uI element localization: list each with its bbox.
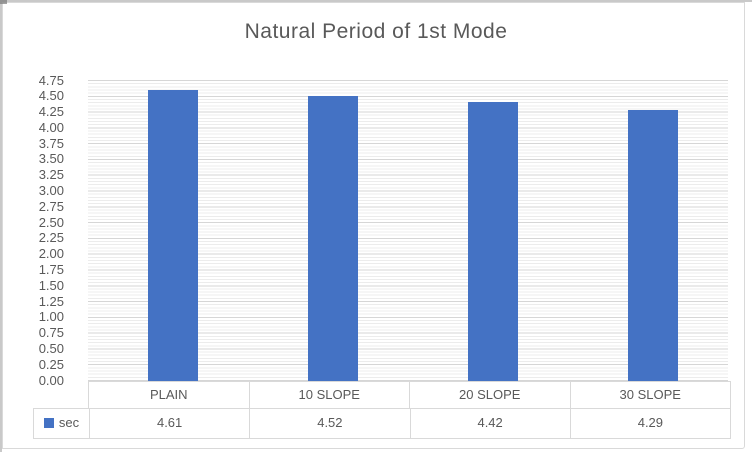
chart-title: Natural Period of 1st Mode [244,20,508,43]
y-axis-tick-labels: 4.75 4.50 4.25 4.00 3.75 3.50 3.25 3.00 2.75 2.50… [0,73,64,388]
y-axis-tick-label: 0.50 [38,340,64,356]
y-axis-tick-label: 4.75 [38,72,64,88]
category-label: 20 SLOPE [409,382,570,409]
value-cell: 4.29 [569,409,730,438]
bar-20-slope [468,102,518,381]
y-axis-tick-label: 1.50 [38,277,64,293]
y-axis-tick-label: 1.75 [38,261,64,277]
y-axis-tick-label: 2.75 [38,198,64,214]
category-label: 10 SLOPE [248,382,410,409]
category-label: 30 SLOPE [569,382,731,409]
y-axis-tick-label: 1.25 [38,293,64,309]
series-legend-marker-icon [43,418,54,428]
window-edge-left [0,0,2,452]
y-axis-tick-label: 4.00 [38,119,64,135]
y-axis-tick-label: 4.50 [38,88,64,104]
y-axis-tick-label: 4.25 [38,104,64,120]
series-legend-label: sec [58,415,80,430]
value-cell: 4.52 [249,409,409,438]
window-edge-corner [0,0,7,4]
legend-cell: sec [34,409,90,438]
bar-10-slope [308,96,358,381]
bar-30-slope [628,110,678,381]
y-axis-tick-label: 3.25 [38,167,64,183]
data-table-value-row: sec 4.61 4.52 4.42 4.29 [33,408,731,439]
value-cell: 4.61 [156,415,183,430]
y-axis-tick-label: 3.00 [38,183,64,199]
y-axis-tick-label: 0.25 [38,356,64,372]
y-axis-tick-label: 1.00 [38,309,64,325]
window-edge-top [0,0,752,2]
y-axis-tick-label: 0.00 [38,372,64,388]
y-axis-tick-label: 3.50 [38,151,64,167]
y-axis-tick-label: 0.75 [38,325,64,341]
y-axis-tick-label: 2.00 [38,246,64,262]
y-axis-tick-label: 2.25 [38,230,64,246]
y-axis-tick-label: 3.75 [38,135,64,151]
plot-area [88,80,728,381]
data-table-header-row: PLAIN 10 SLOPE 20 SLOPE 30 SLOPE [88,381,731,409]
bar-plain [148,90,198,381]
value-cell: 4.42 [409,409,570,438]
category-label: PLAIN [149,387,188,402]
y-axis-tick-label: 2.50 [38,214,64,230]
